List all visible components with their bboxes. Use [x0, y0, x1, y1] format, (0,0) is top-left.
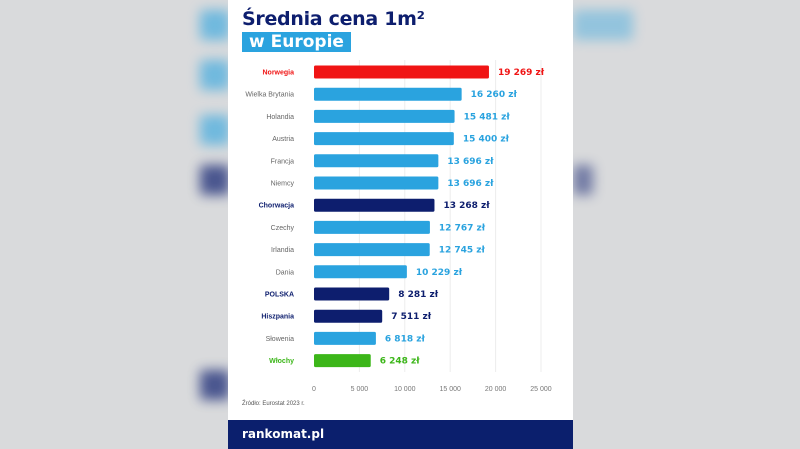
value-label: 10 229 zł [416, 268, 463, 278]
value-label: 6 818 zł [385, 334, 426, 344]
category-label: Francja [271, 158, 294, 165]
bar [314, 198, 435, 212]
category-label: Austria [272, 136, 294, 143]
bar [314, 354, 371, 368]
value-label: 8 281 zł [398, 290, 439, 300]
x-tick-label: 20 000 [485, 386, 507, 393]
x-tick-label: 0 [312, 386, 316, 393]
infographic-card: Średnia cena 1m² w Europie 0 5 000 10 000 1… [228, 0, 573, 449]
x-tick-label: 10 000 [394, 386, 416, 393]
category-label: Chorwacja [259, 203, 295, 210]
bar [314, 243, 430, 257]
chart-subtitle: w Europie [242, 32, 351, 52]
bar-chart: 0 5 000 10 000 15 000 20 000 25 000 Norwegia 19… [245, 60, 552, 393]
category-label: Słowenia [266, 336, 295, 343]
bar [314, 220, 430, 234]
value-label: 12 767 zł [439, 223, 486, 233]
category-label: Niemcy [271, 181, 295, 188]
value-label: 15 400 zł [463, 135, 510, 145]
background-blur [573, 10, 633, 40]
background-blur [200, 60, 230, 90]
bar [314, 154, 439, 168]
category-label: Hiszpania [261, 314, 294, 321]
bar [314, 65, 489, 79]
x-tick-label: 25 000 [530, 386, 552, 393]
background-blur [200, 165, 230, 195]
bar [314, 87, 462, 101]
value-label: 13 696 zł [447, 179, 494, 189]
category-label: Wielka Brytania [245, 92, 294, 99]
bar [314, 265, 407, 279]
value-label: 6 248 zł [380, 357, 421, 367]
value-label: 13 696 zł [447, 157, 494, 167]
value-label: 15 481 zł [464, 112, 511, 122]
background-blur [200, 370, 230, 400]
category-label: Dania [276, 269, 294, 276]
value-label: 16 260 zł [471, 90, 518, 100]
value-label: 19 269 zł [498, 68, 545, 78]
bar [314, 132, 454, 146]
value-label: 7 511 zł [391, 312, 432, 322]
bar [314, 109, 455, 123]
category-label: Norwegia [262, 70, 294, 77]
category-label: Holandia [266, 114, 294, 121]
source-note: Źródło: Eurostat 2023 r. [242, 401, 305, 407]
category-label: POLSKA [265, 292, 294, 299]
background-blur [200, 115, 230, 145]
brand-logo: rankomat.pl [242, 427, 325, 441]
background-blur [200, 10, 230, 40]
x-tick-label: 5 000 [351, 386, 369, 393]
x-tick-label: 15 000 [439, 386, 461, 393]
chart-title: Średnia cena 1m² [242, 8, 425, 30]
bar [314, 176, 439, 190]
bar [314, 331, 376, 345]
bar [314, 309, 383, 323]
category-label: Czechy [271, 225, 295, 232]
value-label: 13 268 zł [443, 201, 490, 211]
category-label: Irlandia [271, 247, 294, 254]
value-label: 12 745 zł [439, 246, 486, 256]
background-blur [573, 165, 593, 195]
footer-bar: rankomat.pl [228, 420, 573, 449]
bar [314, 287, 390, 301]
category-label: Włochy [269, 358, 294, 365]
